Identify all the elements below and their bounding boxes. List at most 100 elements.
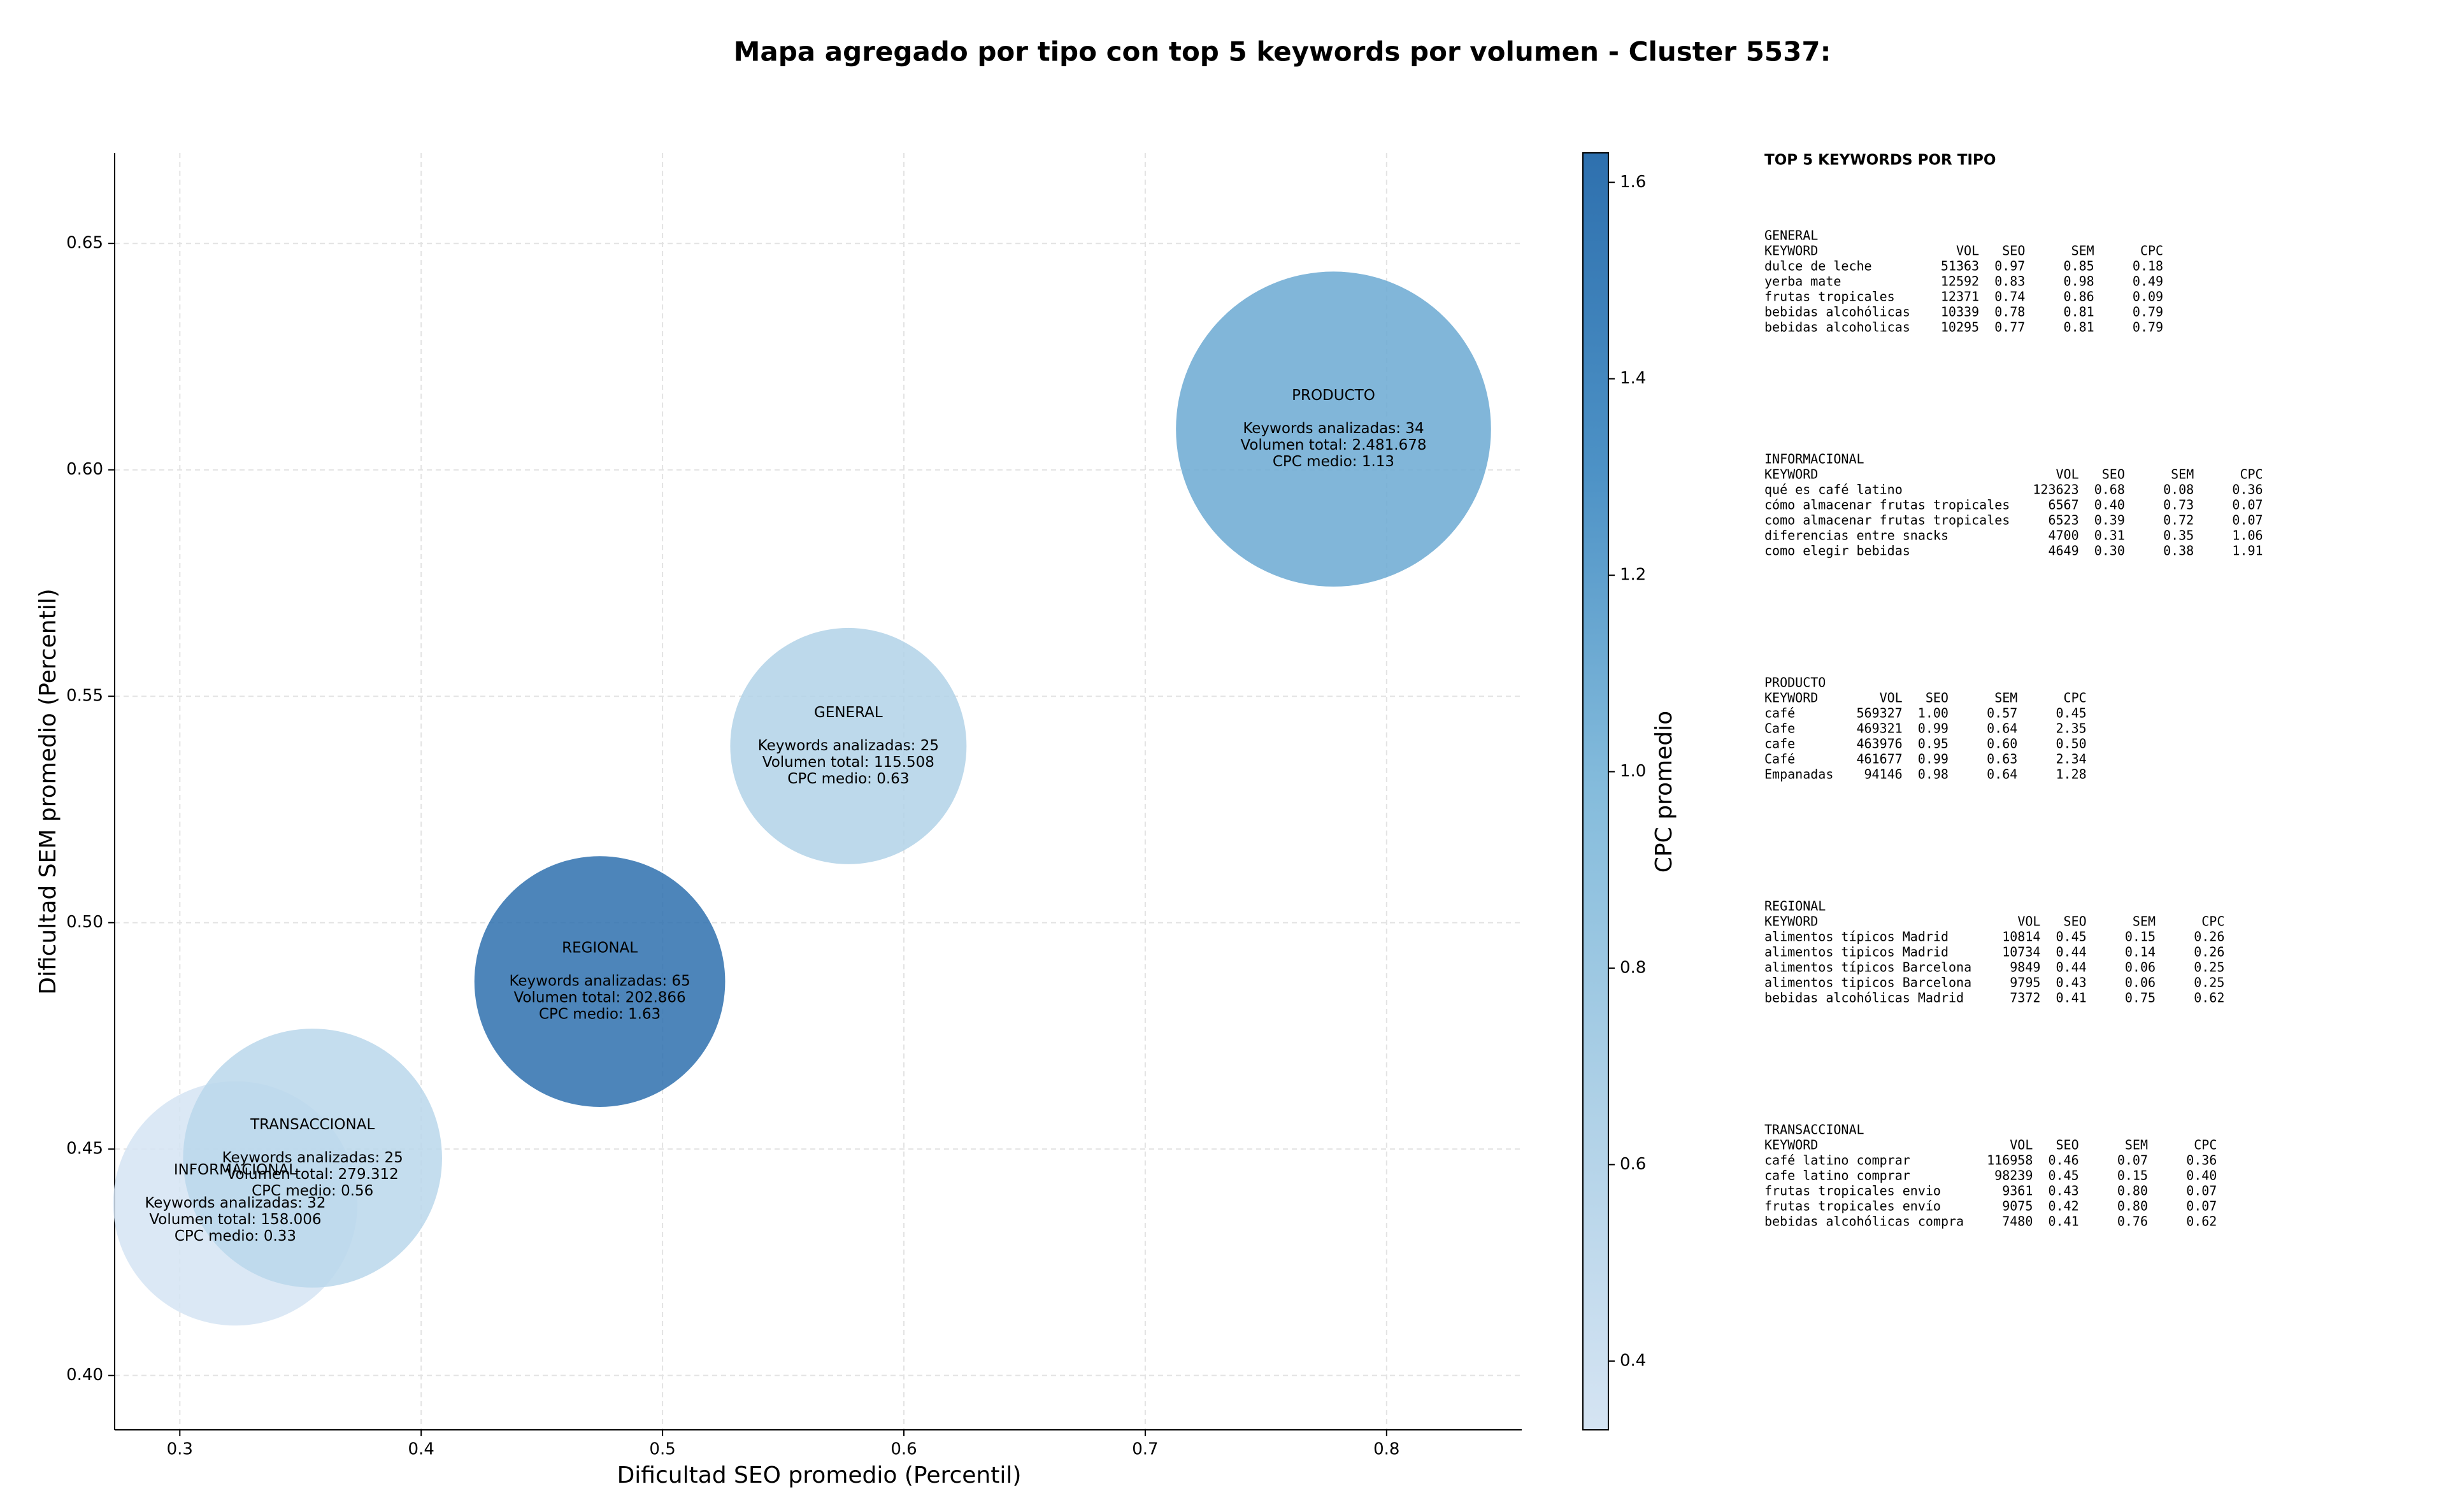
- table-cell: 12371: [1941, 289, 1979, 304]
- bubble-annotation: Keywords analizadas: 34: [1243, 420, 1424, 437]
- table-cell: 0.40: [2094, 497, 2125, 513]
- table-cell: 12592: [1941, 274, 1979, 289]
- colorbar-tick-label: 0.4: [1620, 1352, 1646, 1371]
- table-cell: 0.45: [2056, 929, 2087, 945]
- table-cell: 0.60: [1987, 736, 2017, 752]
- table-header: SEO: [2056, 1138, 2079, 1153]
- x-tick-label: 0.6: [890, 1440, 917, 1459]
- table-cell: 469321: [1856, 721, 1902, 736]
- table-cell: diferencias entre snacks: [1764, 528, 1949, 543]
- table-header: CPC: [2064, 690, 2087, 706]
- table-cell: café: [1764, 706, 1795, 721]
- table-cell: 0.98: [1918, 767, 1949, 782]
- table-cell: 0.78: [1994, 304, 2025, 320]
- colorbar-tick-label: 1.6: [1620, 173, 1646, 192]
- table-group-title: INFORMACIONAL: [1764, 452, 1864, 467]
- table-cell: 0.40: [2186, 1168, 2217, 1183]
- table-cell: 0.49: [2133, 274, 2163, 289]
- table-cell: 0.75: [2125, 990, 2156, 1006]
- x-tick-label: 0.7: [1132, 1440, 1158, 1459]
- y-tick-label: 0.50: [66, 913, 103, 932]
- table-header: CPC: [2240, 467, 2263, 482]
- table-cell: 0.95: [1918, 736, 1949, 752]
- table-cell: alimentos típicos Barcelona: [1764, 960, 1971, 975]
- table-header: CPC: [2201, 914, 2224, 929]
- y-tick-label: 0.45: [66, 1139, 103, 1159]
- table-cell: cafe: [1764, 736, 1795, 752]
- x-tick-label: 0.3: [167, 1440, 193, 1459]
- table-cell: 0.79: [2133, 304, 2163, 320]
- table-cell: 0.73: [2163, 497, 2194, 513]
- table-cell: 6523: [2048, 513, 2078, 528]
- table-header: SEM: [2171, 467, 2194, 482]
- table-cell: qué es café latino: [1764, 482, 1903, 497]
- table-header: SEO: [1926, 690, 1949, 706]
- table-cell: Empanadas: [1764, 767, 1833, 782]
- x-tick-label: 0.8: [1373, 1440, 1399, 1459]
- table-cell: 0.07: [2186, 1183, 2217, 1199]
- table-cell: 10339: [1941, 304, 1979, 320]
- table-header: VOL: [1880, 690, 1903, 706]
- table-cell: 0.68: [2094, 482, 2125, 497]
- table-cell: 51363: [1941, 259, 1979, 274]
- table-cell: 0.72: [2163, 513, 2194, 528]
- table-cell: frutas tropicales envío: [1764, 1199, 1941, 1214]
- table-cell: 7480: [2002, 1214, 2033, 1229]
- table-header: SEO: [2102, 467, 2125, 482]
- bubble-annotation: CPC medio: 0.56: [252, 1183, 373, 1199]
- table-cell: 1.91: [2232, 543, 2263, 559]
- table-cell: 0.41: [2056, 990, 2087, 1006]
- bubble-annotation: Keywords analizadas: 65: [509, 973, 690, 990]
- table-cell: 10814: [2002, 929, 2040, 945]
- x-tick-label: 0.5: [649, 1440, 675, 1459]
- table-cell: 0.45: [2048, 1168, 2078, 1183]
- bubble: [474, 856, 726, 1107]
- table-cell: 0.43: [2056, 975, 2087, 990]
- table-cell: yerba mate: [1764, 274, 1841, 289]
- table-header: VOL: [1956, 243, 1979, 259]
- table-cell: 94146: [1864, 767, 1903, 782]
- table-cell: 0.06: [2125, 960, 2156, 975]
- table-cell: dulce de leche: [1764, 259, 1872, 274]
- table-cell: 0.85: [2064, 259, 2094, 274]
- table-cell: 0.99: [1918, 752, 1949, 767]
- table-cell: 4649: [2048, 543, 2078, 559]
- table-cell: 0.36: [2186, 1153, 2217, 1168]
- x-axis-label: Dificultad SEO promedio (Percentil): [617, 1462, 1022, 1488]
- table-cell: 0.74: [1994, 289, 2025, 304]
- table-cell: cafe latino comprar: [1764, 1168, 1910, 1183]
- table-header: KEYWORD: [1764, 243, 1818, 259]
- table-cell: 0.38: [2163, 543, 2194, 559]
- colorbar: [1582, 152, 1609, 1430]
- table-cell: 0.07: [2117, 1153, 2148, 1168]
- table-cell: 0.09: [2133, 289, 2163, 304]
- bubble-annotation: Keywords analizadas: 32: [145, 1195, 325, 1211]
- bubble-annotation: Keywords analizadas: 25: [222, 1150, 403, 1166]
- table-cell: 0.62: [2194, 990, 2224, 1006]
- table-cell: como elegir bebidas: [1764, 543, 1910, 559]
- table-cell: 0.80: [2117, 1183, 2148, 1199]
- table-header: SEM: [2071, 243, 2094, 259]
- bubble-annotation: CPC medio: 0.63: [787, 771, 909, 787]
- table-cell: 0.18: [2133, 259, 2163, 274]
- table-header: KEYWORD: [1764, 467, 1818, 482]
- table-cell: 0.79: [2133, 320, 2163, 335]
- table-cell: 0.42: [2048, 1199, 2078, 1214]
- table-cell: frutas tropicales: [1764, 289, 1895, 304]
- table-cell: 0.30: [2094, 543, 2125, 559]
- table-cell: 123623: [2033, 482, 2078, 497]
- colorbar-tick-label: 0.8: [1620, 959, 1646, 978]
- bubble-name: PRODUCTO: [1292, 387, 1375, 404]
- table-cell: bebidas alcohólicas compra: [1764, 1214, 1964, 1229]
- table-cell: 461677: [1856, 752, 1902, 767]
- bubble-annotation: Volumen total: 202.866: [513, 990, 685, 1006]
- y-tick-label: 0.65: [66, 234, 103, 253]
- table-cell: 98239: [1994, 1168, 2033, 1183]
- y-tick-label: 0.60: [66, 460, 103, 479]
- table-group-title: REGIONAL: [1764, 899, 1826, 914]
- bubble: [730, 627, 967, 864]
- table-cell: 0.57: [1987, 706, 2017, 721]
- table-cell: 0.07: [2232, 497, 2263, 513]
- table-cell: alimentos tipicos Madrid: [1764, 945, 1949, 960]
